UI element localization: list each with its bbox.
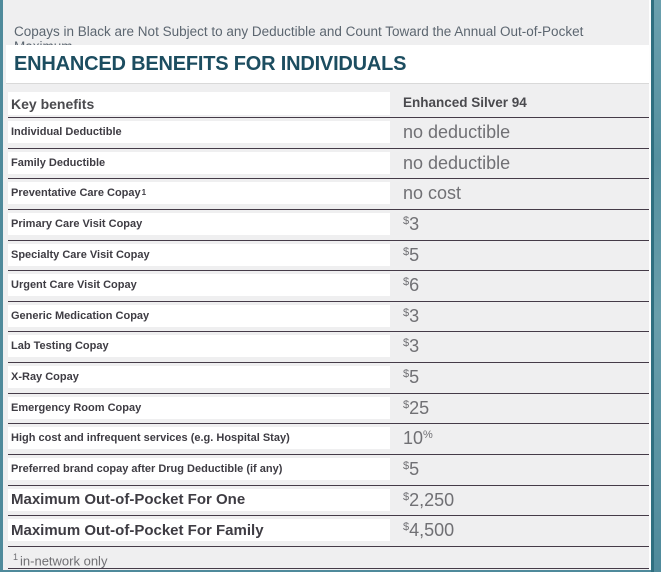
- benefit-value: $3: [403, 213, 420, 234]
- benefit-label-text: Maximum Out-of-Pocket For One: [11, 491, 246, 508]
- benefit-label-text: Preventative Care Copay: [11, 187, 141, 200]
- benefit-label: Specialty Care Visit Copay: [8, 243, 390, 266]
- benefits-table: Key benefits Enhanced Silver 94 Individu…: [8, 92, 649, 569]
- benefit-label: High cost and infrequent services (e.g. …: [8, 427, 390, 450]
- benefit-value: $5: [403, 367, 420, 387]
- section-heading-bar: ENHANCED BENEFITS FOR INDIVIDUALS: [6, 45, 649, 84]
- benefit-label-text: Primary Care Visit Copay: [11, 217, 143, 230]
- benefit-label: Primary Care Visit Copay: [8, 212, 390, 235]
- benefit-label: Maximum Out-of-Pocket For Family: [8, 519, 390, 542]
- benefit-value: $5: [403, 244, 420, 265]
- table-row: Individual Deductible no deductible: [8, 118, 649, 149]
- benefit-label-text: Lab Testing Copay: [11, 340, 109, 353]
- plan-name-header: Enhanced Silver 94: [403, 95, 527, 110]
- benefit-label: Generic Medication Copay: [8, 304, 390, 327]
- benefit-value: $3: [403, 305, 420, 326]
- benefits-rows: Individual Deductible no deductible Fami…: [8, 118, 649, 547]
- benefit-label: Preventative Care Copay 1: [8, 182, 390, 205]
- benefit-value: 10%: [403, 428, 433, 449]
- table-row: Emergency Room Copay $25: [8, 394, 649, 425]
- benefit-label-text: Generic Medication Copay: [11, 309, 150, 322]
- benefit-label-text: Family Deductible: [11, 156, 106, 169]
- benefit-label-text: Urgent Care Visit Copay: [11, 279, 137, 292]
- benefit-value: no cost: [403, 183, 462, 204]
- table-row: Primary Care Visit Copay $3: [8, 210, 649, 241]
- benefit-label: Family Deductible: [8, 151, 390, 174]
- table-row: Generic Medication Copay $3: [8, 302, 649, 333]
- table-row: Urgent Care Visit Copay $6: [8, 271, 649, 302]
- table-row: Lab Testing Copay $3: [8, 332, 649, 363]
- table-row: X-Ray Copay $5: [8, 363, 649, 394]
- footnote-marker: 1: [13, 551, 19, 562]
- benefit-label-text: Emergency Room Copay: [11, 401, 142, 414]
- footnote: 1 in-network only: [8, 547, 649, 569]
- table-row: Family Deductible no deductible: [8, 149, 649, 180]
- benefit-label-text: Preferred brand copay after Drug Deducti…: [11, 462, 283, 475]
- benefit-value: $4,500: [403, 520, 455, 541]
- page-background-edge: [651, 0, 661, 572]
- benefit-label: Maximum Out-of-Pocket For One: [8, 488, 390, 511]
- benefit-label-text: Individual Deductible: [11, 126, 122, 138]
- benefit-label: Lab Testing Copay: [8, 335, 390, 358]
- benefit-value: no deductible: [403, 152, 511, 173]
- benefit-value: $5: [403, 458, 420, 479]
- table-row: Specialty Care Visit Copay $5: [8, 241, 649, 272]
- benefit-label: Emergency Room Copay: [8, 396, 390, 419]
- benefit-label: Preferred brand copay after Drug Deducti…: [8, 457, 390, 480]
- benefit-label-text: Maximum Out-of-Pocket For Family: [11, 521, 264, 539]
- key-benefits-header: Key benefits: [8, 92, 390, 115]
- benefit-label: X-Ray Copay: [8, 366, 390, 388]
- benefit-label: Urgent Care Visit Copay: [8, 274, 390, 297]
- benefit-label-text: Specialty Care Visit Copay: [11, 248, 150, 261]
- footnote-text: in-network only: [20, 553, 108, 569]
- table-row: Preferred brand copay after Drug Deducti…: [8, 455, 649, 486]
- table-row: Maximum Out-of-Pocket For One $2,250: [8, 486, 649, 517]
- benefit-label: Individual Deductible: [8, 121, 390, 143]
- table-row: Maximum Out-of-Pocket For Family $4,500: [8, 516, 649, 547]
- benefit-value: $3: [403, 336, 420, 357]
- benefit-label-text: X-Ray Copay: [11, 371, 79, 383]
- benefit-value: $25: [403, 397, 430, 418]
- table-row: High cost and infrequent services (e.g. …: [8, 424, 649, 455]
- benefit-value: $2,250: [403, 489, 455, 510]
- benefit-value: no deductible: [403, 122, 511, 142]
- section-heading: ENHANCED BENEFITS FOR INDIVIDUALS: [14, 52, 407, 75]
- benefit-label-text: High cost and infrequent services (e.g. …: [11, 432, 290, 445]
- table-row: Preventative Care Copay 1 no cost: [8, 179, 649, 210]
- table-header-row: Key benefits Enhanced Silver 94: [8, 92, 649, 118]
- benefit-value: $6: [403, 275, 420, 296]
